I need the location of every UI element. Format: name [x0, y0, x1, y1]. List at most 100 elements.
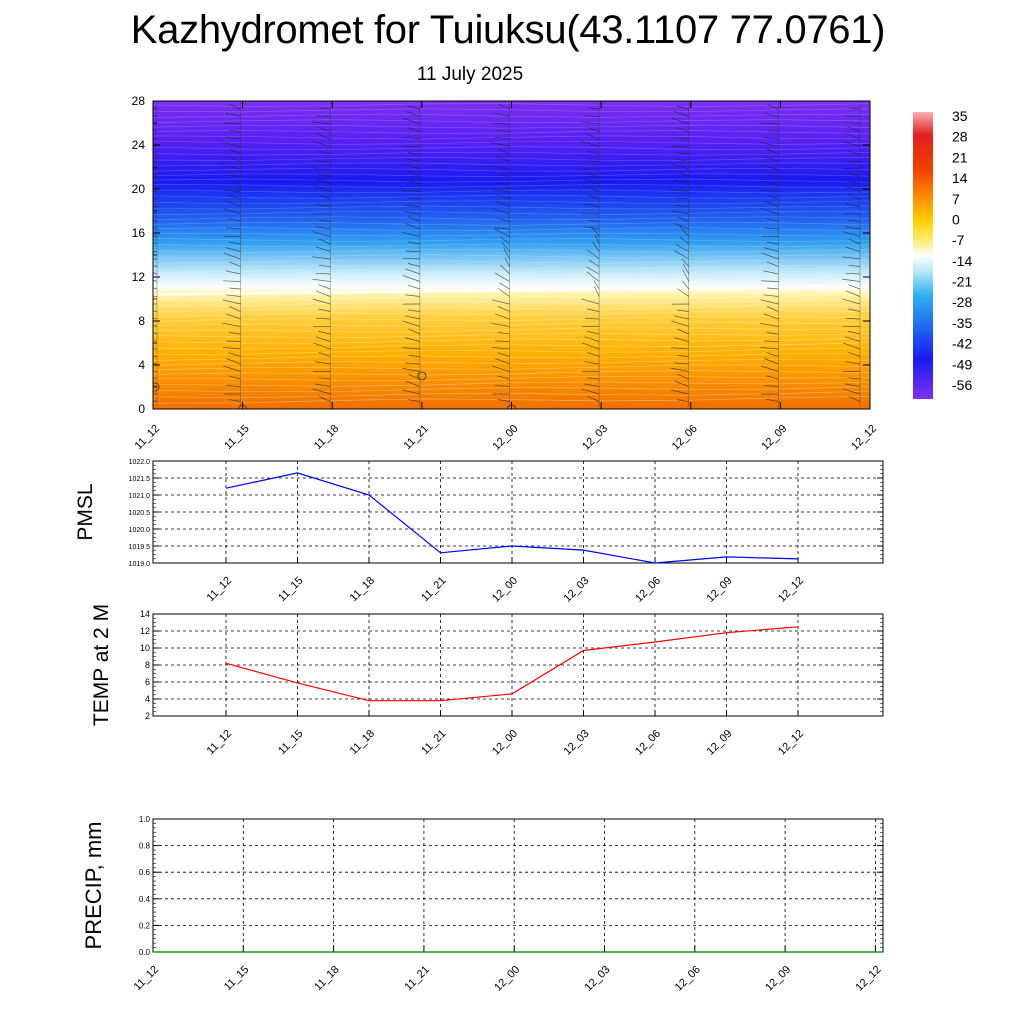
wind-barb: [766, 194, 779, 200]
wind-barb: [405, 111, 420, 117]
y-tick-label: 6: [145, 677, 150, 687]
wind-barb: [845, 336, 861, 342]
wind-barb: [405, 250, 420, 252]
wind-barb: [674, 111, 689, 117]
colorbar-label: 7: [952, 191, 960, 207]
isotherm-line: [153, 358, 870, 366]
wind-barb: [312, 298, 331, 305]
wind-barb: [760, 365, 779, 372]
freezing-level-line: [153, 284, 870, 296]
wind-barb: [225, 294, 241, 297]
wind-barb: [405, 362, 420, 365]
colorbar-label: -56: [952, 377, 972, 393]
wind-barb: [763, 227, 779, 230]
wind-barb: [495, 358, 510, 365]
wind-barb: [675, 244, 689, 252]
wind-barb: [766, 306, 779, 312]
wind-barb: [404, 337, 420, 342]
x-tick-label: 12_03: [583, 964, 613, 994]
wind-barb: [315, 226, 331, 230]
wind-barb: [581, 388, 600, 395]
wind-barb: [497, 217, 510, 222]
wind-barb: [491, 322, 510, 327]
colorbar-label: -49: [952, 356, 972, 372]
wind-barb: [153, 363, 158, 365]
calm-wind-circle: [153, 382, 160, 392]
wind-barb: [223, 365, 241, 372]
wind-barb: [847, 331, 861, 335]
wind-barb: [845, 318, 861, 320]
wind-barb: [313, 185, 331, 192]
wind-barb: [408, 373, 421, 380]
isotherm-line: [153, 162, 870, 167]
wind-barb: [677, 197, 689, 200]
wind-barb: [226, 155, 241, 162]
temperature-cross-section: 0 4 8 12 16 20 24 28 11_12 11_15 11_18 11_21 12_00 12…: [132, 94, 879, 453]
wind-barb: [153, 324, 158, 327]
y-tick-label: 0.6: [139, 868, 151, 877]
x-tick-label: 11_21: [402, 964, 432, 994]
wind-barb: [223, 208, 241, 215]
wind-barb: [222, 322, 241, 327]
wind-barb: [847, 173, 861, 177]
wind-barb: [842, 298, 861, 305]
wind-barb: [766, 399, 779, 402]
wind-barb: [222, 189, 241, 192]
colorbar-label: -21: [952, 274, 972, 290]
wind-barb: [153, 107, 158, 110]
wind-barb: [581, 121, 600, 125]
wind-barb: [318, 220, 331, 222]
wind-barb: [671, 347, 689, 350]
colorbar-label: -7: [952, 232, 965, 248]
x-tick-label: 12_12: [853, 964, 883, 994]
wind-barb: [760, 142, 779, 147]
isotherm-line: [153, 146, 870, 151]
wind-barb: [405, 380, 420, 387]
wind-barb: [593, 280, 600, 290]
x-tick-label: 12_12: [849, 423, 879, 453]
wind-barb: [495, 200, 510, 207]
y-axis-label: TEMP at 2 M: [90, 604, 113, 726]
y-tick-label: 0.0: [139, 948, 151, 957]
wind-barb: [312, 231, 331, 237]
chart-title: Kazhydromet for Tuiuksu(43.1107 77.0761): [130, 8, 886, 52]
y-tick-label: 16: [132, 226, 146, 240]
wind-barb: [842, 141, 861, 147]
x-tick-label: 11_18: [348, 728, 378, 758]
isotherm-line: [153, 232, 870, 237]
isotherm-line: [153, 353, 870, 361]
wind-barb: [671, 117, 689, 125]
isotherm-line: [153, 124, 870, 129]
wind-barb: [153, 198, 158, 200]
wind-barb: [763, 270, 779, 275]
wind-barb: [153, 212, 158, 215]
wind-barb: [494, 272, 510, 282]
y-axis-label: PMSL: [74, 483, 97, 540]
wind-barb: [494, 227, 510, 230]
wind-barb: [582, 185, 600, 192]
wind-barb: [587, 173, 600, 177]
y-tick-label: 10: [140, 643, 150, 653]
isotherm-line: [153, 173, 870, 178]
wind-barb: [494, 228, 510, 237]
wind-barb: [763, 385, 779, 387]
isotherm-line: [153, 130, 870, 134]
wind-barb: [491, 122, 510, 125]
wind-barb: [584, 115, 600, 117]
y-tick-label: 1019.0: [129, 561, 151, 568]
wind-barb: [315, 361, 331, 365]
y-tick-label: 12: [140, 626, 150, 636]
wind-barb: [407, 263, 420, 267]
wind-barb: [153, 182, 158, 185]
x-tick-label: 11_12: [133, 423, 163, 453]
wind-barb: [401, 389, 420, 395]
wind-barb: [153, 160, 158, 162]
wind-barb: [153, 272, 158, 275]
x-tick-label: 12_09: [705, 575, 735, 605]
wind-barb: [153, 129, 158, 132]
wind-barb: [318, 396, 331, 402]
colorbar-label: 0: [952, 211, 960, 227]
wind-barb: [766, 352, 779, 357]
wind-barb: [760, 347, 779, 350]
colorbar-label: 35: [952, 108, 968, 124]
